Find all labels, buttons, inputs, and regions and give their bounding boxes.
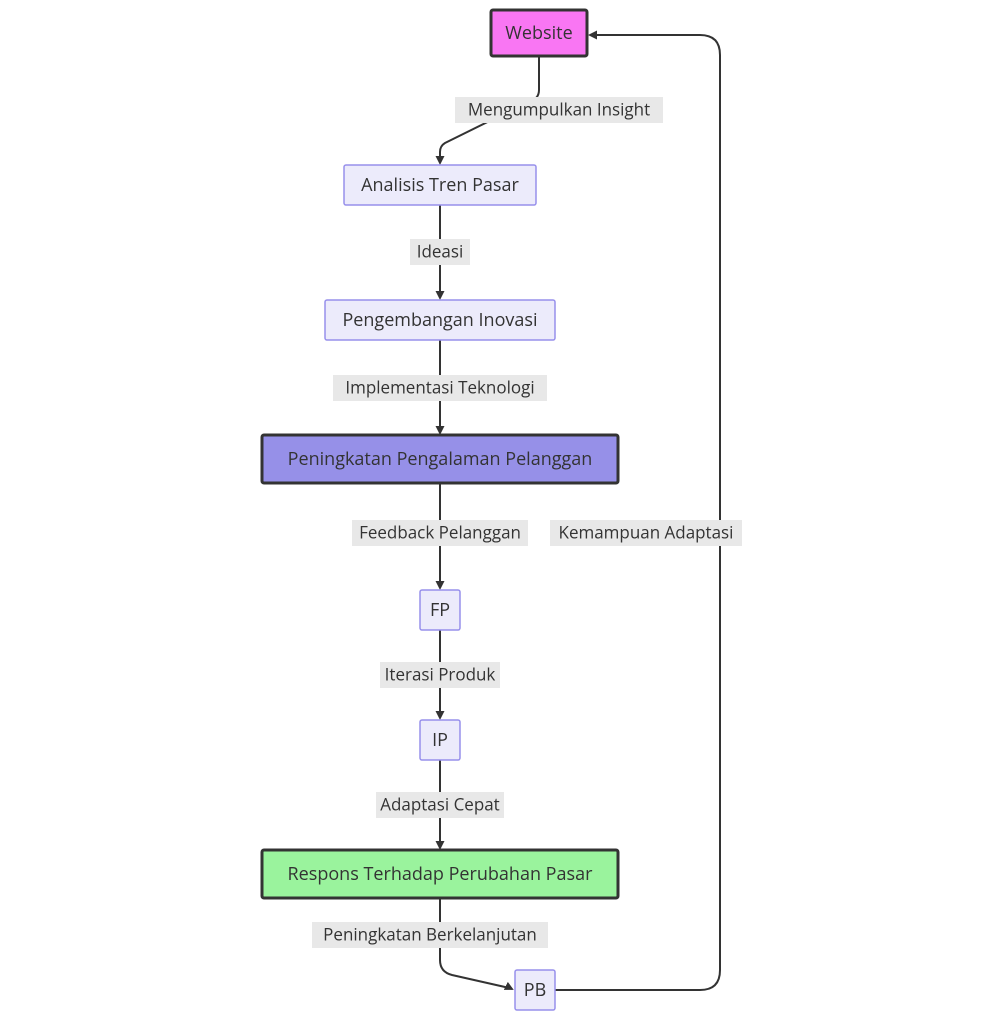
node-pelanggan: Peningkatan Pengalaman Pelanggan	[262, 435, 618, 483]
node-fp: FP	[420, 590, 460, 630]
edge-label: Implementasi Teknologi	[345, 376, 534, 399]
node-label: IP	[432, 728, 448, 752]
node-label: FP	[430, 598, 450, 622]
edge-label: Iterasi Produk	[385, 663, 496, 686]
edge-label: Peningkatan Berkelanjutan	[323, 923, 537, 946]
edge-pb-to-website	[555, 35, 720, 990]
edge-label: Kemampuan Adaptasi	[559, 521, 734, 544]
node-label: Website	[505, 21, 572, 45]
node-inovasi: Pengembangan Inovasi	[325, 300, 555, 340]
flowchart-canvas: Mengumpulkan Insight Ideasi Implementasi T…	[0, 0, 1004, 1024]
node-label: Peningkatan Pengalaman Pelanggan	[288, 447, 593, 471]
node-analisis: Analisis Tren Pasar	[344, 165, 536, 205]
node-ip: IP	[420, 720, 460, 760]
node-website: Website	[491, 10, 587, 56]
edge-label: Feedback Pelanggan	[359, 521, 521, 544]
node-label: Pengembangan Inovasi	[342, 308, 537, 332]
edge-label: Adaptasi Cepat	[380, 793, 499, 816]
node-label: Respons Terhadap Perubahan Pasar	[288, 862, 594, 886]
edge-label: Ideasi	[417, 240, 464, 263]
node-label: PB	[524, 978, 546, 1002]
node-label: Analisis Tren Pasar	[361, 173, 519, 197]
edge-label: Mengumpulkan Insight	[468, 98, 650, 121]
edge-labels-layer: Mengumpulkan Insight Ideasi Implementasi T…	[312, 97, 742, 948]
node-pb: PB	[515, 970, 555, 1010]
node-respons: Respons Terhadap Perubahan Pasar	[262, 850, 618, 898]
